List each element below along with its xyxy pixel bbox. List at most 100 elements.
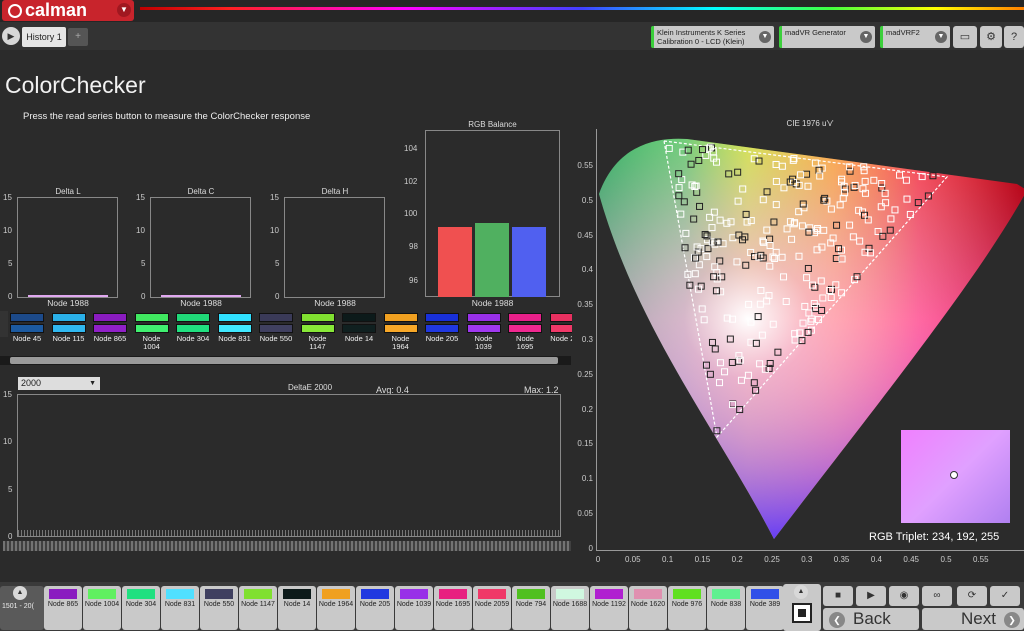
check-icon[interactable]: ✓	[990, 586, 1020, 606]
bottom-swatch[interactable]: Node 838	[707, 586, 745, 630]
measurement-point	[710, 208, 718, 216]
range-selector[interactable]: ▲ 1501 - 20(	[0, 586, 44, 630]
swatch-item[interactable]: Node 115	[51, 313, 86, 343]
cie-y-tick: 0.15	[577, 439, 593, 449]
measurement-point	[838, 178, 846, 186]
meter-selector[interactable]: Klein Instruments K Series Calibration 0…	[651, 26, 774, 48]
measurement-point	[772, 177, 780, 185]
swatch-item[interactable]: Node 304	[176, 313, 210, 343]
measurement-point	[755, 253, 763, 261]
swatch-item[interactable]: Node 1147	[300, 313, 335, 351]
gear-icon[interactable]: ⚙	[980, 26, 1002, 48]
measurement-point	[829, 234, 837, 242]
swatch-item[interactable]: Node 1039	[466, 313, 501, 351]
gamut-triangle	[663, 140, 949, 439]
cie-x-tick: 0.5	[940, 555, 952, 564]
swatch-item[interactable]: Node 1695	[508, 313, 542, 351]
play-icon[interactable]: ▶	[2, 27, 20, 45]
y-tick: 96	[409, 276, 418, 285]
bottom-swatch[interactable]: Node 304	[122, 586, 160, 630]
measurement-point	[737, 376, 745, 384]
rgb-bar-green	[475, 223, 509, 297]
bottom-swatch[interactable]: Node 831	[161, 586, 199, 630]
swatch-item[interactable]: Node 550	[259, 313, 293, 343]
display-selector[interactable]: madVRF2 ▼	[880, 26, 950, 48]
rgb-bar-red	[438, 227, 472, 297]
deltae-dropdown[interactable]: 2000 ▼	[18, 377, 100, 390]
measured-color	[549, 324, 572, 333]
eject-icon[interactable]: ▲	[13, 586, 27, 600]
measurement-point	[706, 370, 714, 378]
bottom-swatch[interactable]: Node 1620	[629, 586, 667, 630]
cie-y-tick: 0.3	[581, 335, 593, 344]
measurement-point	[717, 288, 725, 296]
stop-read-button[interactable]: ▲	[783, 584, 821, 631]
generator-selector[interactable]: madVR Generator ▼	[779, 26, 875, 48]
bottom-swatch[interactable]: Node 389	[746, 586, 784, 630]
bottom-swatch[interactable]: Node 865	[44, 586, 82, 630]
bottom-swatch[interactable]: Node 794	[512, 586, 550, 630]
tab-history[interactable]: History 1	[22, 27, 66, 47]
swatch-item[interactable]: Node 205	[549, 313, 572, 343]
swatch-item[interactable]: Node 865	[93, 313, 127, 343]
measurement-point	[816, 172, 824, 180]
measurement-point	[716, 216, 724, 224]
swatch-item[interactable]: Node 1004	[134, 313, 169, 351]
refresh-icon[interactable]: ⟳	[957, 586, 987, 606]
bottom-swatch[interactable]: Node 2059	[473, 586, 511, 630]
play-icon[interactable]: ▶	[856, 586, 886, 606]
measurement-point	[929, 172, 937, 180]
bottom-swatch[interactable]: Node 1039	[395, 586, 433, 630]
bottom-swatch[interactable]: Node 1004	[83, 586, 121, 630]
back-button[interactable]: ❮ Back	[823, 608, 919, 630]
measurement-point	[850, 183, 858, 191]
bottom-swatch[interactable]: Node 1688	[551, 586, 589, 630]
page-subtitle: Press the read series button to measure …	[23, 111, 311, 122]
scroll-thumb[interactable]	[10, 357, 558, 364]
swatch-item[interactable]: Node 45	[10, 313, 44, 343]
measurement-point	[665, 144, 673, 152]
swatch-label: Node 831	[218, 334, 251, 343]
measurement-point	[879, 232, 887, 240]
help-icon[interactable]: ?	[1004, 26, 1024, 48]
next-button[interactable]: Next ❯	[922, 608, 1024, 630]
swatch-scrollbar[interactable]	[0, 356, 571, 365]
deltae-avg: Avg: 0.4	[376, 385, 409, 395]
bottom-swatch[interactable]: Node 550	[200, 586, 238, 630]
calman-logo-button[interactable]: calman ▼	[2, 0, 134, 21]
measurement-point	[827, 293, 835, 301]
measurement-point	[729, 315, 737, 323]
bottom-swatch[interactable]: Node 1192	[590, 586, 628, 630]
stop-small-icon[interactable]: ■	[823, 586, 853, 606]
swatch-item[interactable]: Node 205	[425, 313, 459, 343]
swatch-label: Node 2059	[474, 601, 510, 608]
bottom-swatch[interactable]: Node 205	[356, 586, 394, 630]
bottom-swatch[interactable]: Node 1695	[434, 586, 472, 630]
cie-x-tick: 0.05	[625, 555, 641, 564]
bottom-swatch[interactable]: Node 1147	[239, 586, 277, 630]
swatch-item[interactable]: Node 831	[217, 313, 252, 343]
measurement-point	[778, 162, 786, 170]
measurement-point	[706, 213, 714, 221]
swatch-item[interactable]: Node 1964	[383, 313, 418, 351]
measurement-point	[861, 177, 869, 185]
add-tab-button[interactable]: +	[68, 28, 88, 46]
bottom-swatch[interactable]: Node 1964	[317, 586, 355, 630]
measurement-point	[766, 262, 774, 270]
measurement-point	[708, 338, 716, 346]
measurement-point	[803, 274, 811, 282]
swatch-item[interactable]: Node 14	[342, 313, 376, 343]
meter-calibration: Calibration 0 - LCD (Klein)	[657, 37, 745, 46]
record-icon[interactable]: ◉	[889, 586, 919, 606]
measurement-point	[836, 201, 844, 209]
bottom-swatch[interactable]: Node 14	[278, 586, 316, 630]
measurement-point	[675, 184, 683, 192]
measured-color	[134, 324, 169, 333]
bottom-swatch[interactable]: Node 976	[668, 586, 706, 630]
monitor-icon[interactable]: ▭	[953, 26, 977, 48]
swatch-label: Node 865	[47, 601, 79, 608]
display-name: madVRF2	[886, 28, 920, 37]
loop-icon[interactable]: ∞	[922, 586, 952, 606]
swatch-label: Node 1964	[391, 334, 410, 351]
measurement-point	[769, 320, 777, 328]
